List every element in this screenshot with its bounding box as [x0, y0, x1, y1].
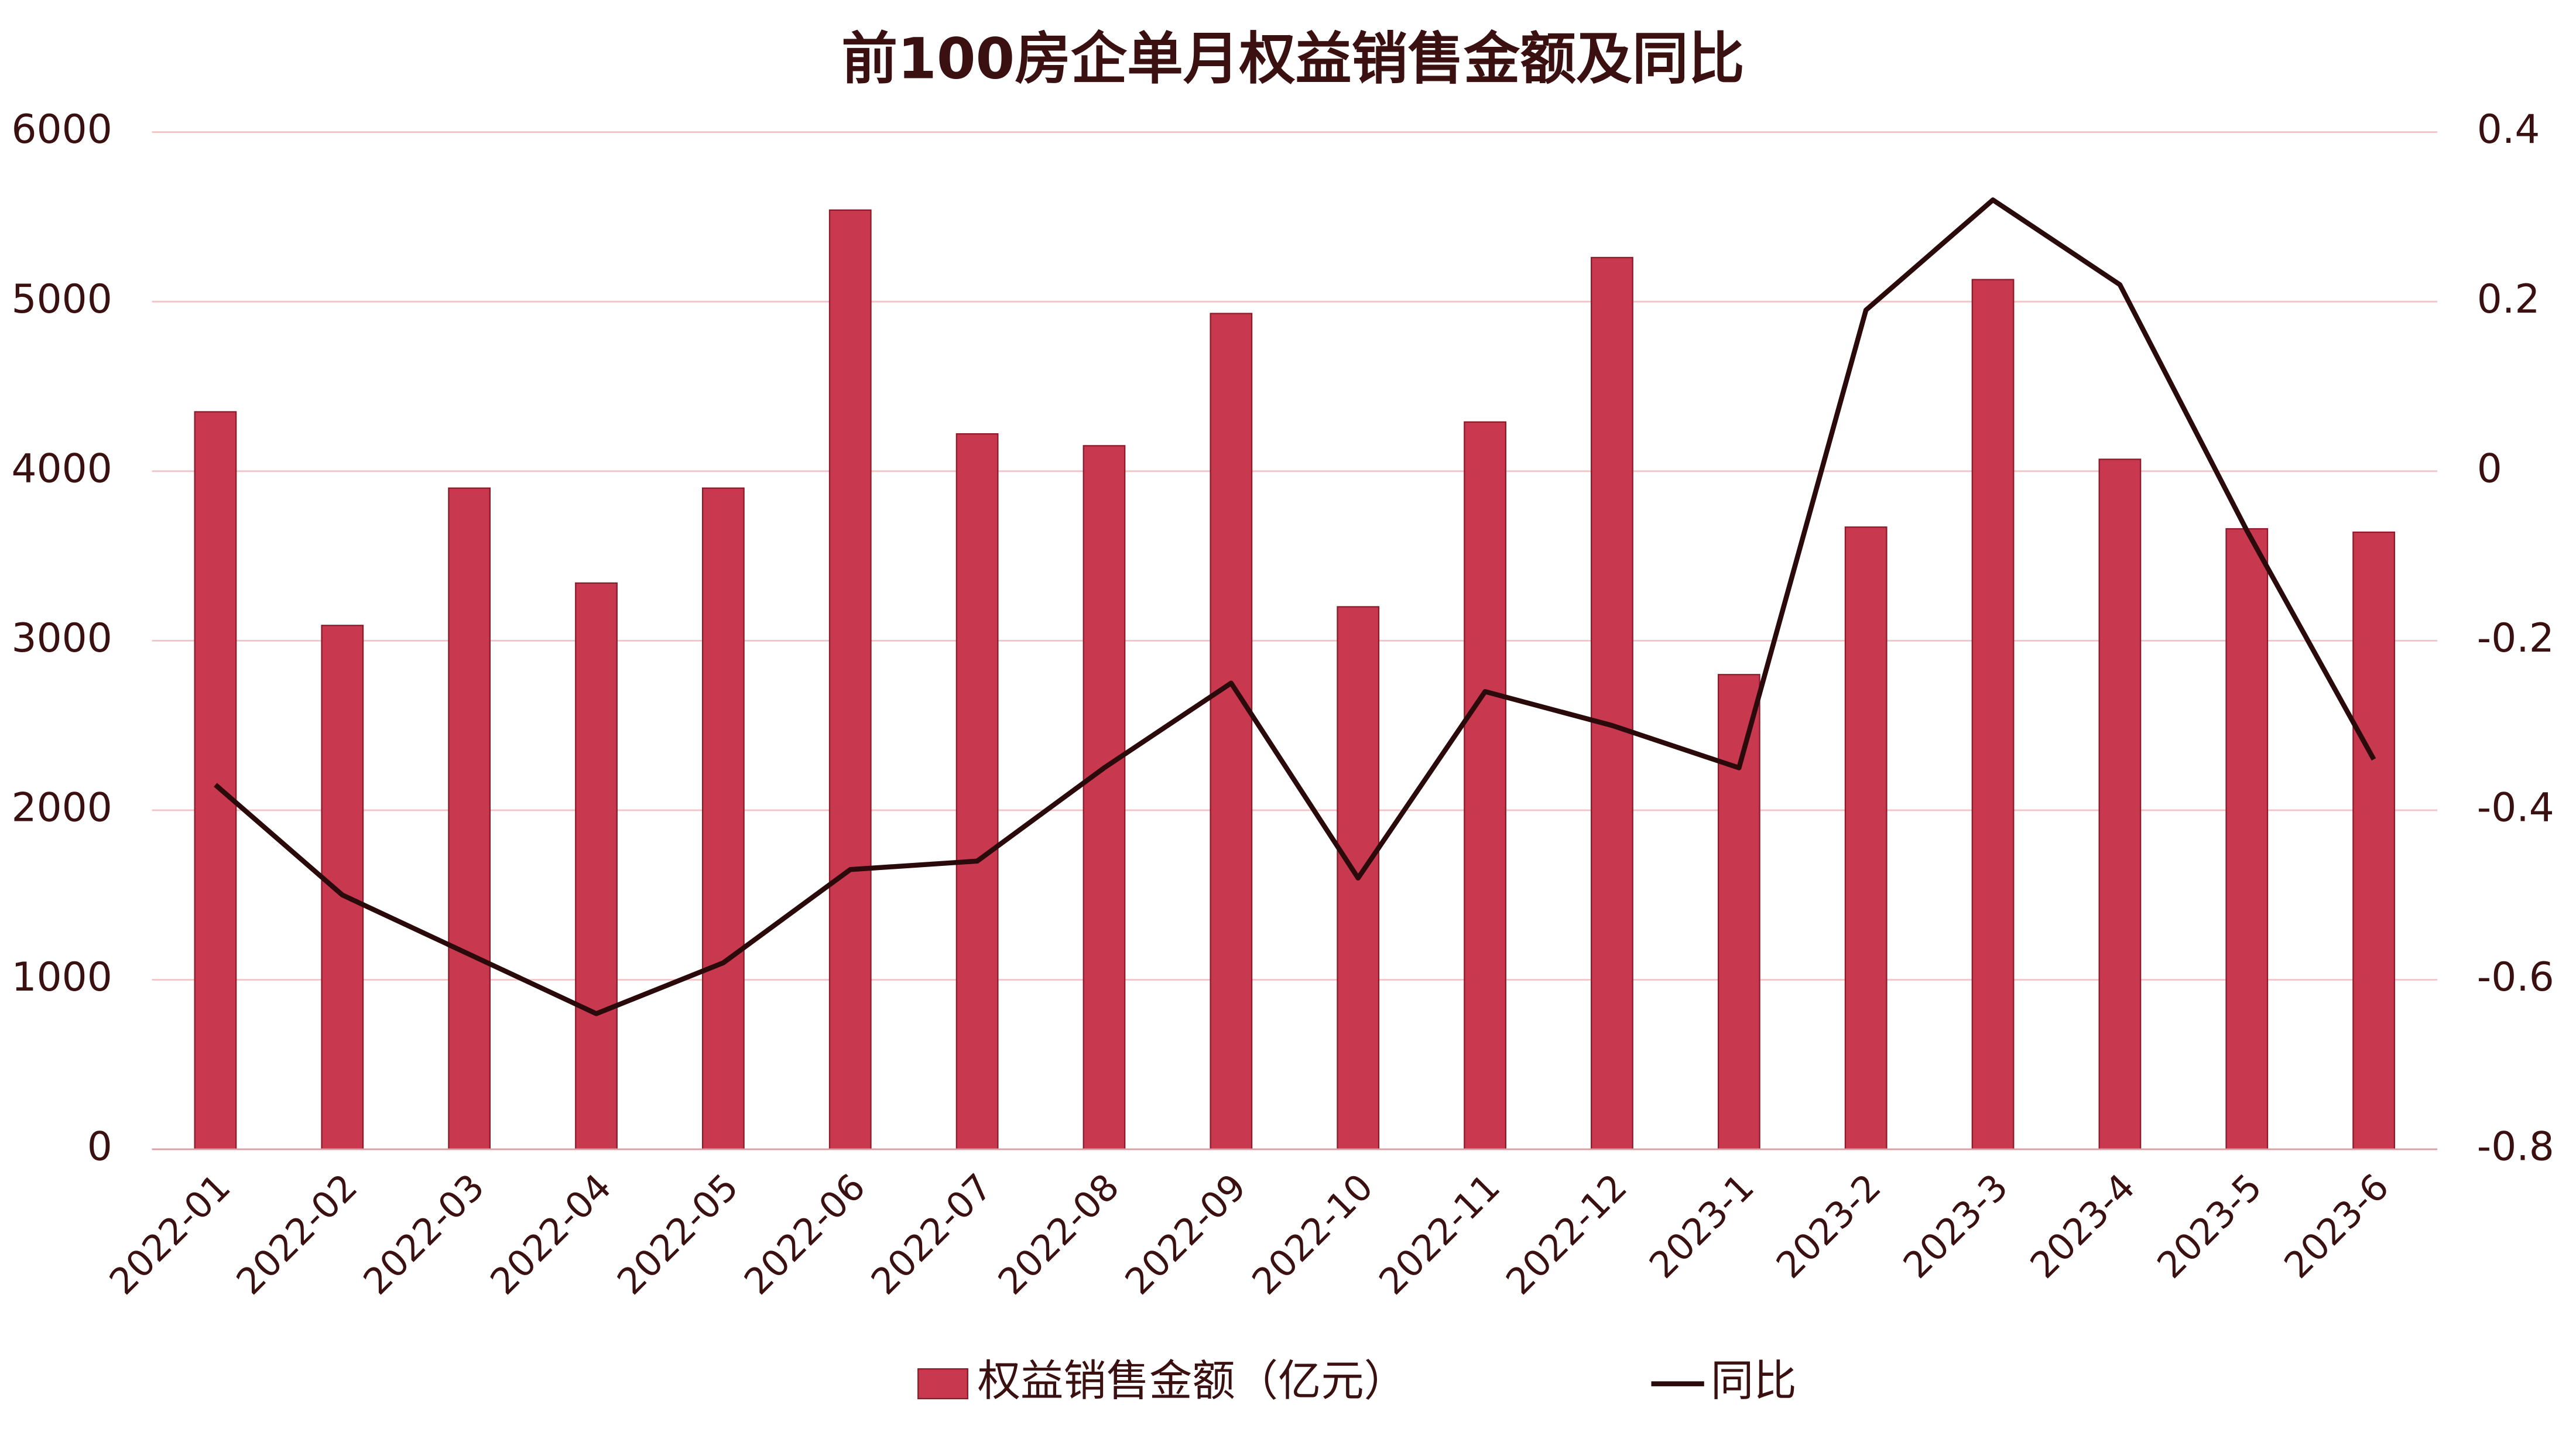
bar	[2225, 528, 2269, 1150]
y-tick-label: 4000	[12, 445, 112, 491]
bar	[1844, 526, 1888, 1150]
y2-tick-label: 0.4	[2477, 106, 2540, 152]
x-tick-label: 2022-05	[609, 1166, 746, 1303]
y-tick-label: 0	[87, 1123, 112, 1170]
bar	[1591, 256, 1633, 1150]
y-tick-label: 3000	[12, 615, 112, 661]
legend-label: 同比	[1711, 1356, 1797, 1406]
x-tick-label: 2023-6	[2276, 1166, 2397, 1287]
x-tick-label: 2022-02	[228, 1166, 365, 1303]
x-tick-label: 2022-08	[990, 1166, 1128, 1303]
bar	[448, 487, 491, 1150]
x-tick-label: 2022-09	[1117, 1166, 1255, 1303]
y-tick-label: 5000	[12, 276, 112, 322]
y-tick-label: 1000	[12, 954, 112, 1000]
legend-label: 权益销售金额（亿元）	[978, 1356, 1407, 1406]
legend-swatch	[917, 1368, 968, 1400]
bar	[828, 209, 872, 1150]
bar	[2098, 458, 2142, 1150]
x-tick-label: 2022-01	[101, 1166, 239, 1303]
x-tick-label: 2022-04	[482, 1166, 619, 1303]
y-tick-label: 2000	[12, 784, 112, 830]
x-tick-label: 2022-07	[863, 1166, 1001, 1303]
bar	[1717, 674, 1760, 1150]
bar	[702, 487, 745, 1150]
x-tick-label: 2023-1	[1641, 1166, 1762, 1287]
x-tick-label: 2023-4	[2022, 1166, 2143, 1287]
x-tick-label: 2023-2	[1768, 1166, 1889, 1287]
bar	[1210, 313, 1253, 1150]
y2-tick-label: 0	[2477, 445, 2502, 491]
x-tick-label: 2022-11	[1371, 1166, 1508, 1303]
x-tick-label: 2022-10	[1244, 1166, 1381, 1303]
bar	[955, 433, 999, 1150]
bar	[194, 411, 237, 1150]
y2-tick-label: 0.2	[2477, 276, 2540, 322]
chart-title: 前100房企单月权益销售金额及同比	[841, 26, 1744, 92]
y2-tick-label: -0.2	[2477, 615, 2554, 661]
bar	[2352, 531, 2396, 1150]
x-tick-label: 2023-5	[2149, 1166, 2270, 1287]
y2-tick-label: -0.8	[2477, 1123, 2554, 1170]
bar	[1083, 445, 1126, 1150]
x-tick-label: 2023-3	[1895, 1166, 2016, 1287]
y2-tick-label: -0.4	[2477, 784, 2554, 830]
bar	[1971, 279, 2015, 1150]
x-tick-label: 2022-12	[1498, 1166, 1635, 1303]
line	[214, 197, 2376, 1016]
y2-tick-label: -0.6	[2477, 954, 2554, 1000]
x-tick-label: 2022-03	[355, 1166, 492, 1303]
bar	[575, 582, 618, 1150]
x-tick-label: 2022-06	[736, 1166, 873, 1303]
y-tick-label: 6000	[12, 106, 112, 152]
bar	[1464, 421, 1506, 1150]
bar	[321, 625, 364, 1150]
grid	[152, 131, 2438, 1150]
